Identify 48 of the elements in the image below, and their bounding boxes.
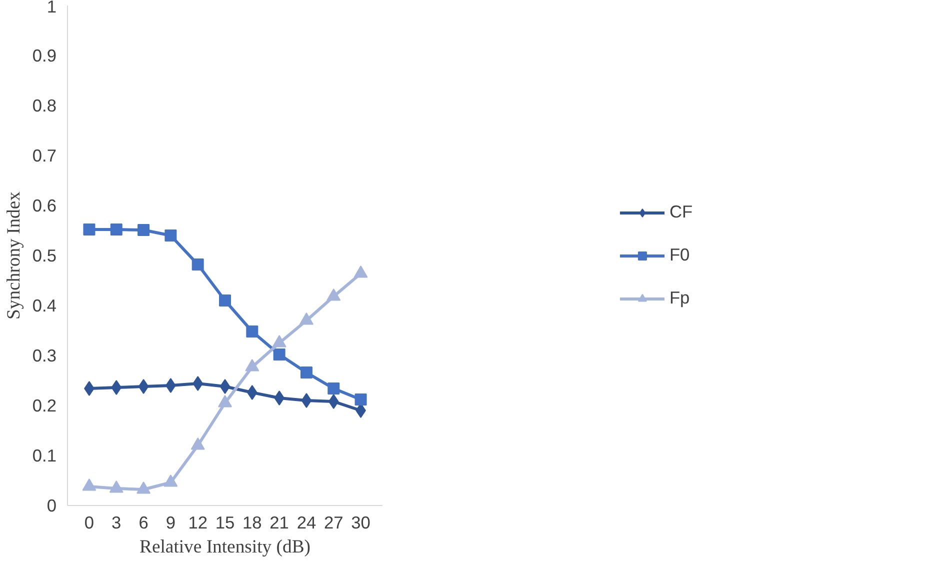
x-tick-label: 21 <box>270 512 289 532</box>
point <box>219 294 231 306</box>
x-tick-label: 12 <box>188 512 208 532</box>
point <box>328 382 340 394</box>
point <box>138 379 149 394</box>
x-tick-label: 18 <box>242 512 262 532</box>
x-tick-label: 9 <box>166 512 176 532</box>
y-tick-label: 0.5 <box>32 246 57 266</box>
x-tick-label: 24 <box>296 512 316 532</box>
y-tick-label: 0.2 <box>32 396 57 416</box>
x-tick-label: 3 <box>112 512 122 532</box>
y-axis-title: Synchrony Index <box>3 190 24 320</box>
x-tick-label: 0 <box>84 512 94 532</box>
legend-label: CF <box>669 202 693 222</box>
point <box>138 224 150 236</box>
point <box>274 390 284 406</box>
x-tick-label: 15 <box>215 512 235 532</box>
legend-label: F0 <box>669 244 690 266</box>
point <box>192 258 204 270</box>
point <box>354 394 367 406</box>
y-tick-label: 1 <box>46 0 57 16</box>
point <box>301 393 312 408</box>
point <box>192 376 204 391</box>
x-tick-label: 6 <box>138 512 148 532</box>
point <box>84 381 94 396</box>
point <box>110 224 122 236</box>
legend-label: Fp <box>669 288 690 308</box>
point <box>83 224 96 236</box>
point <box>273 348 286 360</box>
y-tick-label: 0.6 <box>32 196 57 216</box>
y-tick-label: 0 <box>46 496 57 516</box>
y-tick-label: 0.3 <box>32 346 57 366</box>
x-axis-title: Relative Intensity (dB) <box>140 536 310 558</box>
y-tick-label: 0.9 <box>32 46 57 66</box>
point <box>164 230 177 242</box>
point <box>246 385 258 400</box>
point <box>166 378 176 393</box>
x-tick-label: 30 <box>351 512 370 532</box>
y-tick-label: 0.1 <box>32 446 57 466</box>
y-tick-label: 0.7 <box>32 146 57 166</box>
point <box>220 379 230 394</box>
y-tick-label: 0.4 <box>32 296 57 316</box>
point <box>246 326 258 338</box>
point <box>111 380 122 395</box>
point <box>328 394 339 409</box>
point <box>300 366 312 378</box>
x-tick-label: 27 <box>324 512 344 532</box>
y-tick-label: 0.8 <box>32 96 57 116</box>
